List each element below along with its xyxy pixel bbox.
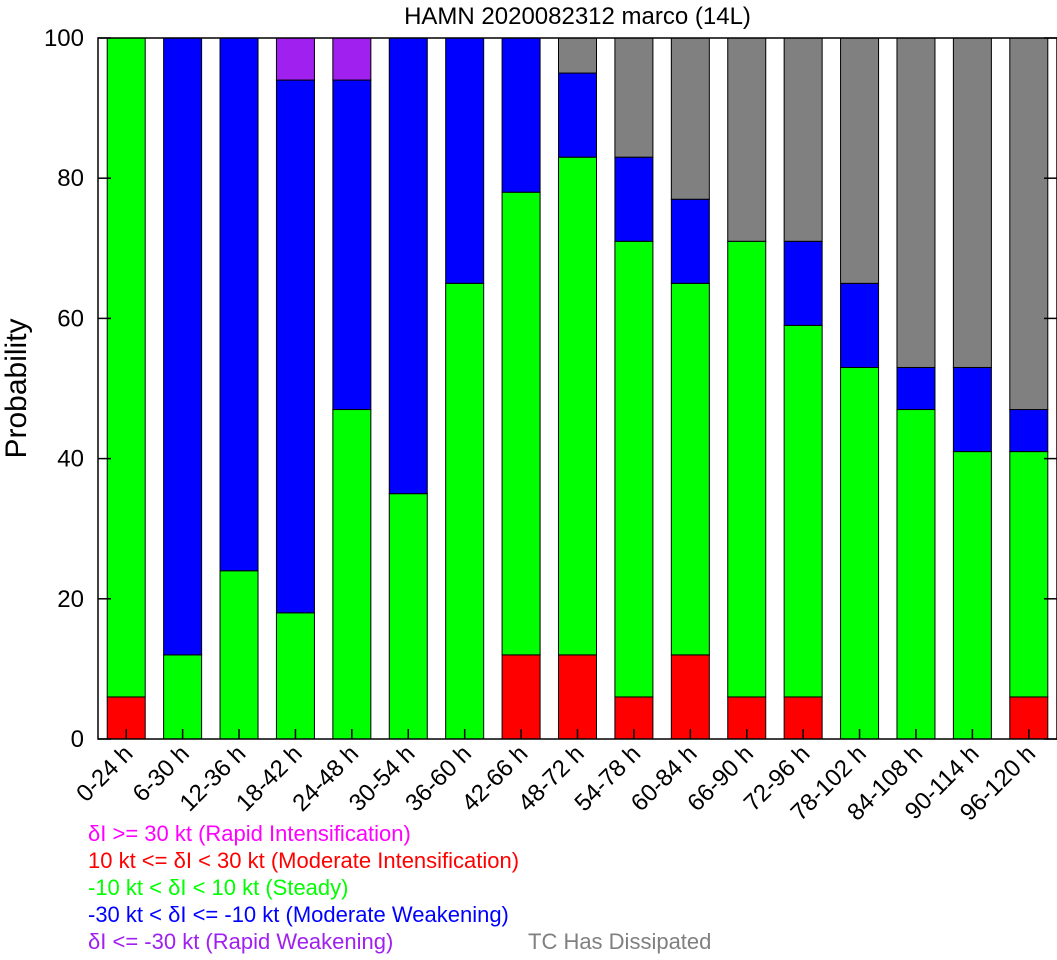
bar-segment — [106, 37, 146, 698]
legend-rapid-intensification: δI >= 30 kt (Rapid Intensification) — [88, 821, 411, 846]
legend-moderate-intensification: 10 kt <= δI < 30 kt (Moderate Intensific… — [88, 848, 520, 873]
bar-segment — [388, 37, 428, 495]
y-tick-label: 40 — [57, 446, 84, 473]
bar-segment — [952, 366, 992, 453]
bar-segment — [332, 409, 372, 740]
bar-segment — [275, 37, 315, 81]
bar-segment — [896, 366, 936, 411]
bar-segment — [219, 37, 259, 572]
bar-segment — [558, 72, 597, 158]
bar-segment — [558, 654, 597, 740]
bar-segment — [1009, 409, 1049, 453]
bar-segment — [163, 654, 203, 740]
y-tick-label: 60 — [57, 305, 84, 332]
legend: δI >= 30 kt (Rapid Intensification) 10 k… — [88, 820, 711, 955]
bar-segment — [332, 37, 372, 81]
bar-segment — [783, 324, 823, 698]
legend-rapid-weakening: δI <= -30 kt (Rapid Weakening) — [88, 929, 394, 954]
chart-title: HAMN 2020082312 marco (14L) — [404, 3, 751, 30]
bar-segment — [840, 37, 880, 284]
bar-segment — [332, 79, 372, 411]
bar-segment — [501, 191, 541, 656]
bar-segment — [952, 451, 992, 740]
y-tick-label: 80 — [57, 165, 84, 192]
bar-segment — [445, 282, 485, 740]
legend-moderate-weakening: -30 kt < δI <= -10 kt (Moderate Weakenin… — [88, 902, 509, 927]
bar-segment — [896, 37, 936, 368]
bar-segment — [896, 409, 936, 740]
bar-segment — [783, 240, 823, 326]
bar-segment — [275, 79, 315, 614]
y-tick-label: 20 — [57, 586, 84, 613]
bar-segment — [670, 37, 710, 200]
bar-segment — [727, 37, 767, 242]
bar-segment — [840, 366, 880, 740]
bar-segment — [558, 37, 597, 74]
bar-segment — [670, 198, 710, 284]
y-axis-label: Probability — [0, 318, 33, 458]
bar-segment — [501, 37, 541, 193]
bar-segment — [163, 37, 203, 656]
bar-segment — [670, 654, 710, 740]
bar-segment — [1009, 451, 1049, 698]
bar-segment — [783, 37, 823, 242]
bar-segment — [388, 493, 428, 740]
bar-segment — [1009, 37, 1049, 411]
bar-segment — [219, 570, 259, 740]
legend-dissipated: TC Has Dissipated — [528, 929, 712, 954]
bar-segment — [614, 156, 654, 242]
bar-segment — [275, 612, 315, 740]
bar-segment — [727, 240, 767, 698]
bar-segment — [614, 240, 654, 698]
y-tick-label: 0 — [71, 726, 84, 753]
bar-segment — [670, 282, 710, 656]
bar-segment — [558, 156, 597, 656]
bar-segment — [952, 37, 992, 368]
bar-segment — [445, 37, 485, 284]
y-tick-label: 100 — [44, 25, 84, 52]
bar-segment — [614, 37, 654, 158]
bar-segment — [501, 654, 541, 740]
legend-steady: -10 kt < δI < 10 kt (Steady) — [88, 875, 349, 900]
bar-segment — [840, 282, 880, 368]
